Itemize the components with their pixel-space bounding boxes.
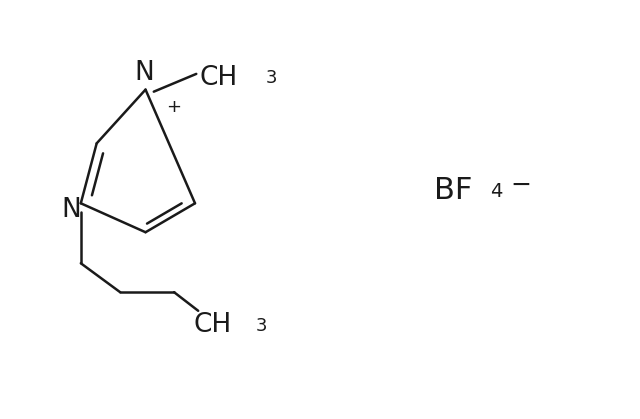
- Text: BF: BF: [434, 176, 472, 205]
- Text: CH: CH: [200, 65, 237, 91]
- Text: N: N: [61, 197, 81, 222]
- Text: CH: CH: [193, 312, 232, 338]
- Text: 4: 4: [490, 182, 502, 201]
- Text: N: N: [134, 60, 154, 86]
- Text: +: +: [166, 98, 182, 116]
- Text: −: −: [510, 173, 531, 197]
- Text: 3: 3: [255, 317, 267, 335]
- Text: 3: 3: [266, 69, 278, 87]
